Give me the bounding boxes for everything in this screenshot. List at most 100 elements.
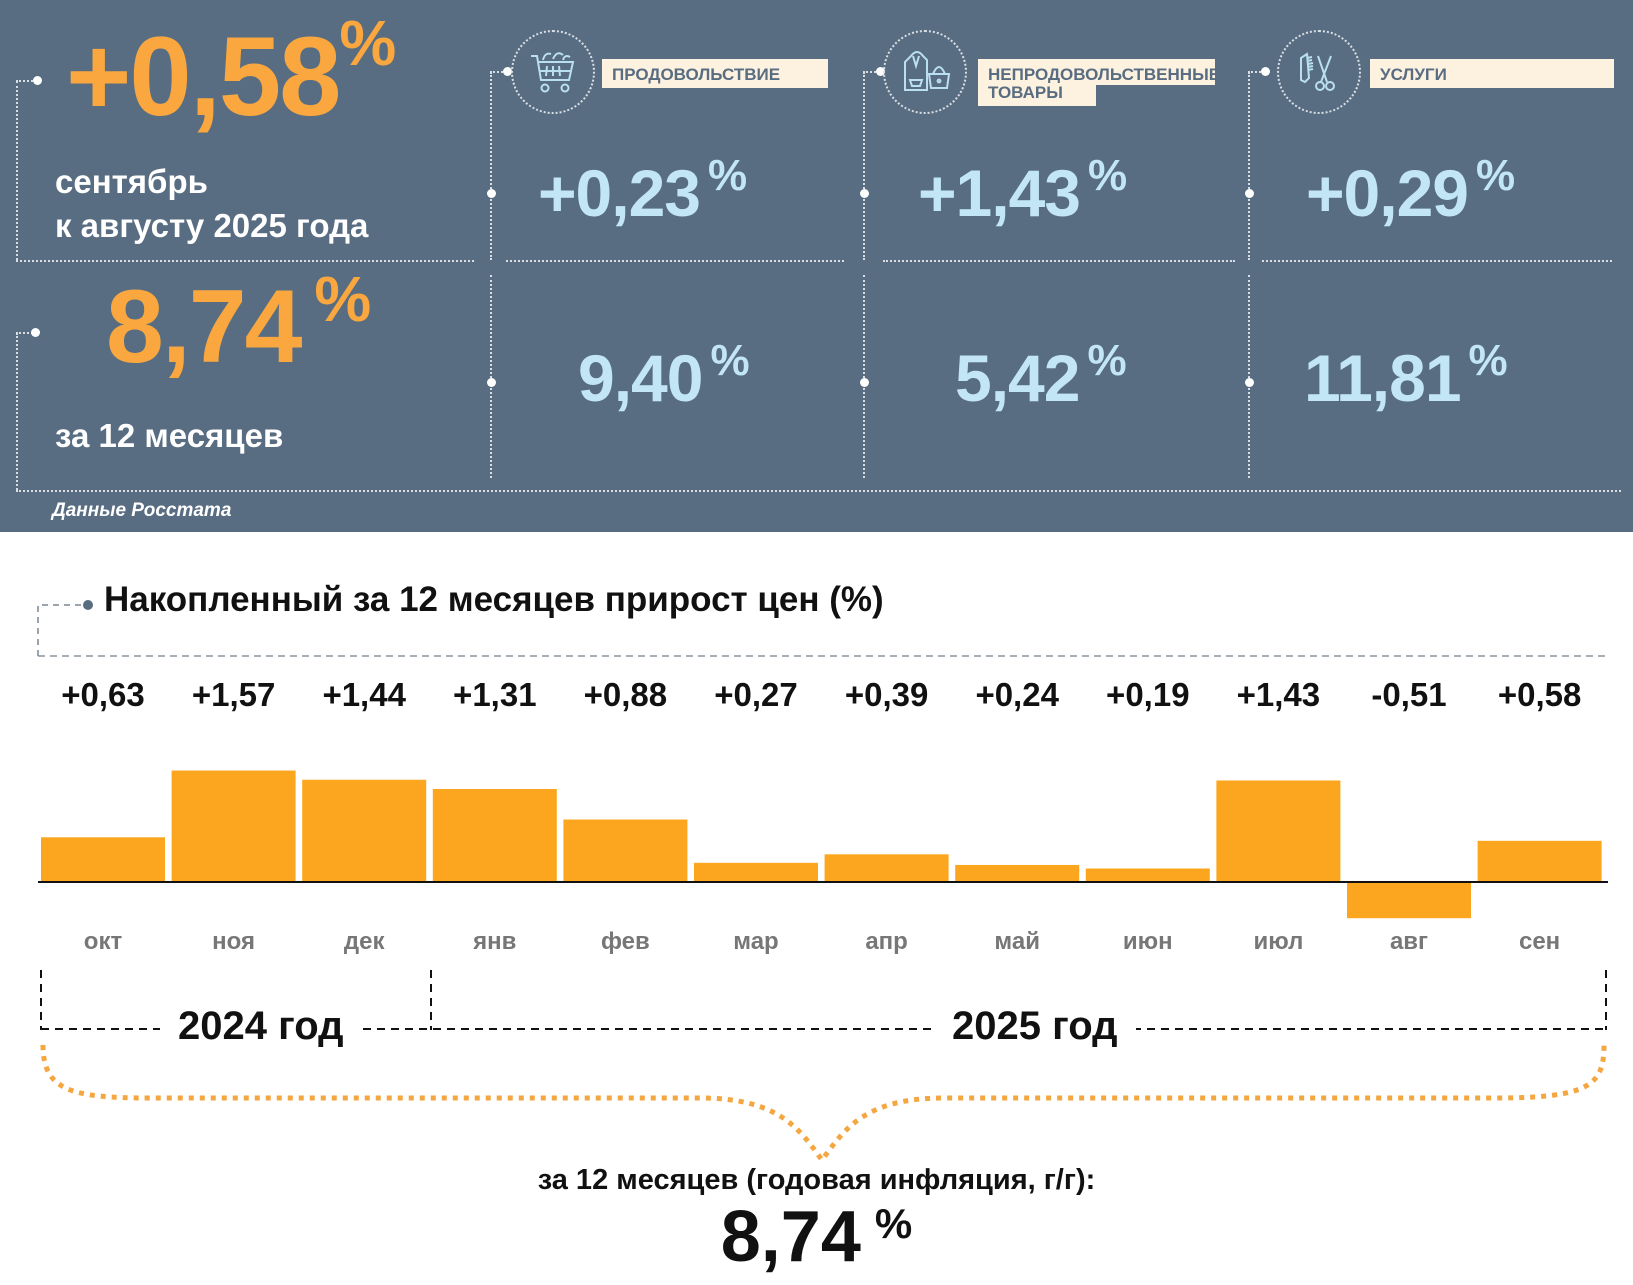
value-label-сен: +0,58 <box>1497 676 1582 713</box>
month-label-фев: фев <box>600 928 650 955</box>
category-label-nonfood: НЕПРОДОВОЛЬСТВЕННЫЕ <box>978 59 1220 85</box>
shopping-cart-icon <box>531 52 575 93</box>
bullet-node <box>487 189 496 198</box>
percent-sign: % <box>1087 336 1127 385</box>
bullet-node <box>487 378 496 387</box>
monthly-label-line1: сентябрь <box>55 163 208 200</box>
food-monthly-value: +0,23% <box>538 151 747 231</box>
nonfood-annual-number: 5,42 <box>955 341 1080 415</box>
value-label-янв: +1,31 <box>453 676 537 713</box>
bullet-node <box>1245 378 1254 387</box>
column-divider <box>1248 72 1250 260</box>
hoodie-handbag-icon <box>904 51 951 91</box>
value-label-ноя: +1,57 <box>191 676 276 713</box>
percent-sign: % <box>874 1200 913 1247</box>
bracket-line <box>16 332 36 334</box>
year-label-2024: 2024 год <box>160 1004 362 1049</box>
bar-дек <box>302 779 427 882</box>
percent-sign: % <box>708 151 748 200</box>
food-monthly-number: +0,23 <box>538 156 701 230</box>
total-brace <box>40 1044 1607 1165</box>
nonfood-monthly-value: +1,43% <box>918 151 1127 231</box>
services-annual-value: 11,81% <box>1304 336 1508 416</box>
bullet-node <box>33 76 42 85</box>
row-divider <box>506 260 844 262</box>
bar-июн <box>1085 868 1210 882</box>
monthly-label: сентябрь к августу 2025 года <box>55 160 368 248</box>
bar-сен <box>1477 840 1602 882</box>
connector <box>1248 71 1264 73</box>
bar-май <box>955 864 1080 882</box>
category-label-nonfood-line1: НЕПРОДОВОЛЬСТВЕННЫЕ <box>988 65 1221 84</box>
category-label-food: ПРОДОВОЛЬСТВИЕ <box>602 59 828 88</box>
row-divider <box>1262 260 1612 262</box>
bracket-line <box>16 80 36 82</box>
bullet-node <box>860 378 869 387</box>
category-icon-circle <box>883 30 967 114</box>
percent-sign: % <box>1468 336 1508 385</box>
month-label-дек: дек <box>343 928 385 955</box>
connector <box>863 71 879 73</box>
monthly-value-number: +0,58 <box>66 14 341 139</box>
year-label-2025: 2025 год <box>934 1004 1136 1049</box>
value-label-авг: -0,51 <box>1371 676 1447 713</box>
total-value-number: 8,74 <box>720 1197 861 1277</box>
column-divider <box>490 72 492 260</box>
value-label-июл: +1,43 <box>1236 676 1321 713</box>
total-value: 8,74% <box>0 1196 1633 1278</box>
bullet-node <box>503 67 512 76</box>
nonfood-annual-value: 5,42% <box>955 336 1127 416</box>
services-annual-number: 11,81 <box>1304 341 1462 415</box>
bar-авг <box>1347 882 1471 919</box>
nonfood-monthly-number: +1,43 <box>918 156 1081 230</box>
month-label-окт: окт <box>83 928 123 955</box>
services-monthly-value: +0,29% <box>1306 151 1515 231</box>
value-label-апр: +0,39 <box>844 676 929 713</box>
category-icon-circle <box>1277 30 1361 114</box>
month-label-мар: мар <box>733 928 779 955</box>
services-monthly-number: +0,29 <box>1306 156 1469 230</box>
month-label-сен: сен <box>1518 928 1561 955</box>
value-label-дек: +1,44 <box>322 676 406 713</box>
bar-ноя <box>171 770 296 882</box>
bullet-node <box>1245 189 1254 198</box>
bar-chart <box>38 770 1608 919</box>
bar-июл <box>1216 780 1341 882</box>
connector <box>490 71 506 73</box>
bar-мар <box>694 862 818 882</box>
month-label-май: май <box>994 928 1040 955</box>
title-bullet <box>83 600 93 610</box>
bracket-line <box>16 333 18 490</box>
percent-sign: % <box>339 7 397 79</box>
food-annual-number: 9,40 <box>578 341 703 415</box>
annual-inflation-value: 8,74% <box>106 263 371 387</box>
category-icon-circle <box>511 30 595 114</box>
total-caption: за 12 месяцев (годовая инфляция, г/г): <box>537 1164 1096 1196</box>
value-label-июн: +0,19 <box>1106 676 1190 713</box>
bullet-node <box>1261 67 1270 76</box>
annual-label: за 12 месяцев <box>55 417 284 454</box>
bar-янв <box>432 788 557 882</box>
value-label-мар: +0,27 <box>714 676 798 713</box>
comb-scissors-icon <box>1300 52 1335 91</box>
annual-value-number: 8,74 <box>106 269 302 385</box>
category-label-nonfood-line2: ТОВАРЫ <box>978 83 1096 106</box>
bracket-line <box>16 81 18 260</box>
category-label-services: УСЛУГИ <box>1370 59 1614 88</box>
month-label-июн: июн <box>1122 928 1173 955</box>
month-label-янв: янв <box>473 928 517 955</box>
chart-decor <box>37 600 1607 1165</box>
column-divider <box>1248 275 1250 478</box>
summary-panel: +0,58% сентябрь к августу 2025 года 8,74… <box>0 0 1633 532</box>
percent-sign: % <box>1088 151 1128 200</box>
month-label-ноя: ноя <box>212 928 256 955</box>
month-label-авг: авг <box>1389 928 1429 955</box>
source-note: Данные Росстата <box>52 500 232 521</box>
panel-bottom-divider <box>16 490 1621 492</box>
chart-title: Накопленный за 12 месяцев прирост цен (%… <box>104 580 884 619</box>
title-bracket <box>37 604 82 656</box>
monthly-label-line2: к августу 2025 года <box>55 207 369 244</box>
bullet-node <box>876 67 885 76</box>
month-label-апр: апр <box>865 928 908 955</box>
bullet-node <box>860 189 869 198</box>
